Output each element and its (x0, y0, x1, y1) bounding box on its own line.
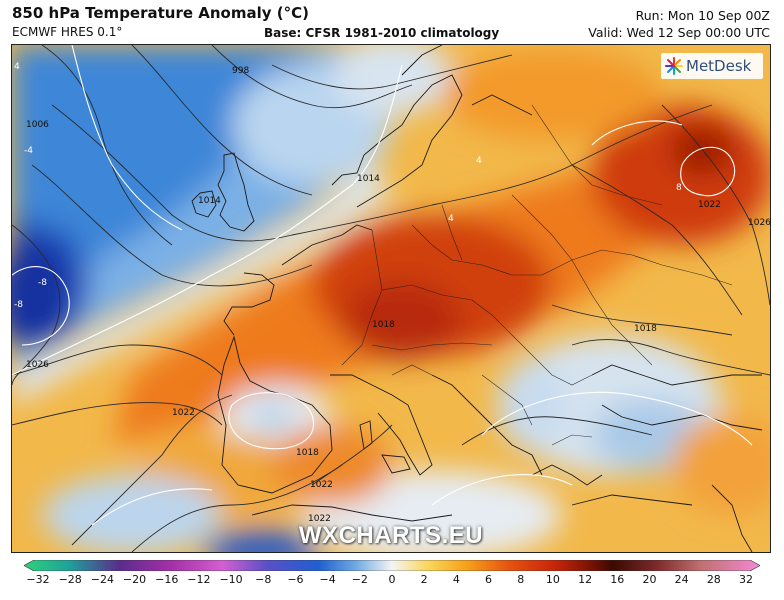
colorbar-tick-label: 6 (485, 573, 493, 586)
colorbar-tick-label: 24 (674, 573, 689, 586)
colorbar-tick-label: 16 (610, 573, 625, 586)
isobar-label: 1026 (26, 360, 49, 370)
map-title: 850 hPa Temperature Anomaly (°C) (12, 4, 309, 22)
isobar-label: 1022 (310, 480, 333, 490)
metdesk-star-icon (665, 57, 683, 75)
colorbar-tick-label: −16 (155, 573, 179, 586)
isobar-label: 1018 (372, 320, 395, 330)
anomaly-label: 8 (676, 183, 682, 193)
colorbar-tick-label: 0 (388, 573, 396, 586)
colorbar-tick-label: −2 (351, 573, 368, 586)
colorbar-tick-label: 28 (706, 573, 721, 586)
isobar-label: 1018 (296, 448, 319, 458)
model-label: ECMWF HRES 0.1° (12, 25, 123, 39)
colorbar-tick-label: 2 (420, 573, 428, 586)
colorbar-tick-label: 4 (452, 573, 460, 586)
colorbar-tick-label: 8 (517, 573, 525, 586)
isobar-label: 1018 (634, 324, 657, 334)
isobar-label: 1022 (698, 200, 721, 210)
map-canvas: 998 1006 1014 1014 1022 1026 1026 1018 1… (12, 45, 770, 552)
isobar-label: 1014 (357, 174, 380, 184)
colorbar-tick-label: 10 (545, 573, 560, 586)
colorbar-ticks: −32 −28 −24 −20 −16 −12 −10 −8 −6 −4 −2 0 2 4 6 8 10 12 16… (24, 573, 760, 593)
anomaly-label: -4 (24, 146, 33, 156)
colorbar-tick-label: −32 (26, 573, 50, 586)
colorbar-tick-label: 32 (739, 573, 753, 586)
colorbar-tick-label: 12 (578, 573, 593, 586)
climatology-base-label: Base: CFSR 1981-2010 climatology (264, 26, 500, 40)
metdesk-logo-text: MetDesk (686, 57, 752, 75)
isobar-label: 998 (232, 66, 249, 76)
colorbar-tick-label: −20 (122, 573, 147, 586)
colorbar-tick-label: −12 (187, 573, 211, 586)
isobar-label: 1026 (748, 218, 770, 228)
anomaly-shading (12, 45, 770, 552)
isobars (12, 45, 770, 552)
colorbar-tick-label: −6 (287, 573, 304, 586)
anomaly-label: -8 (14, 300, 23, 310)
isobar-label: 1022 (308, 514, 331, 524)
isobar-labels: 998 1006 1014 1014 1022 1026 1026 1018 1… (26, 66, 770, 524)
anomaly-map: 998 1006 1014 1014 1022 1026 1026 1018 1… (11, 44, 771, 553)
colorbar (24, 560, 760, 571)
anomaly-label: -8 (38, 278, 47, 288)
colorbar-tick-label: −10 (219, 573, 243, 586)
colorbar-tick-label: 20 (642, 573, 657, 586)
colorbar-tick-label: −4 (319, 573, 336, 586)
anomaly-label: 4 (448, 214, 454, 224)
anomaly-label: 4 (14, 62, 20, 72)
isobar-label: 1006 (26, 120, 49, 130)
run-time-label: Run: Mon 10 Sep 00Z (635, 8, 770, 23)
anomaly-label: 4 (476, 156, 482, 166)
colorbar-tick-label: −28 (58, 573, 82, 586)
valid-time-label: Valid: Wed 12 Sep 00:00 UTC (588, 25, 770, 40)
country-borders (341, 104, 733, 446)
isobar-label: 1022 (172, 408, 195, 418)
colorbar-tick-label: −24 (90, 573, 114, 586)
wxcharts-watermark: WXCHARTS.EU (298, 522, 484, 549)
isobar-label: 1014 (198, 196, 221, 206)
colorbar-tick-label: −8 (255, 573, 272, 586)
anomaly-contours (12, 45, 753, 526)
anomaly-labels: 4 -4 -8 -8 4 8 4 (14, 62, 682, 310)
metdesk-logo: MetDesk (661, 53, 763, 79)
